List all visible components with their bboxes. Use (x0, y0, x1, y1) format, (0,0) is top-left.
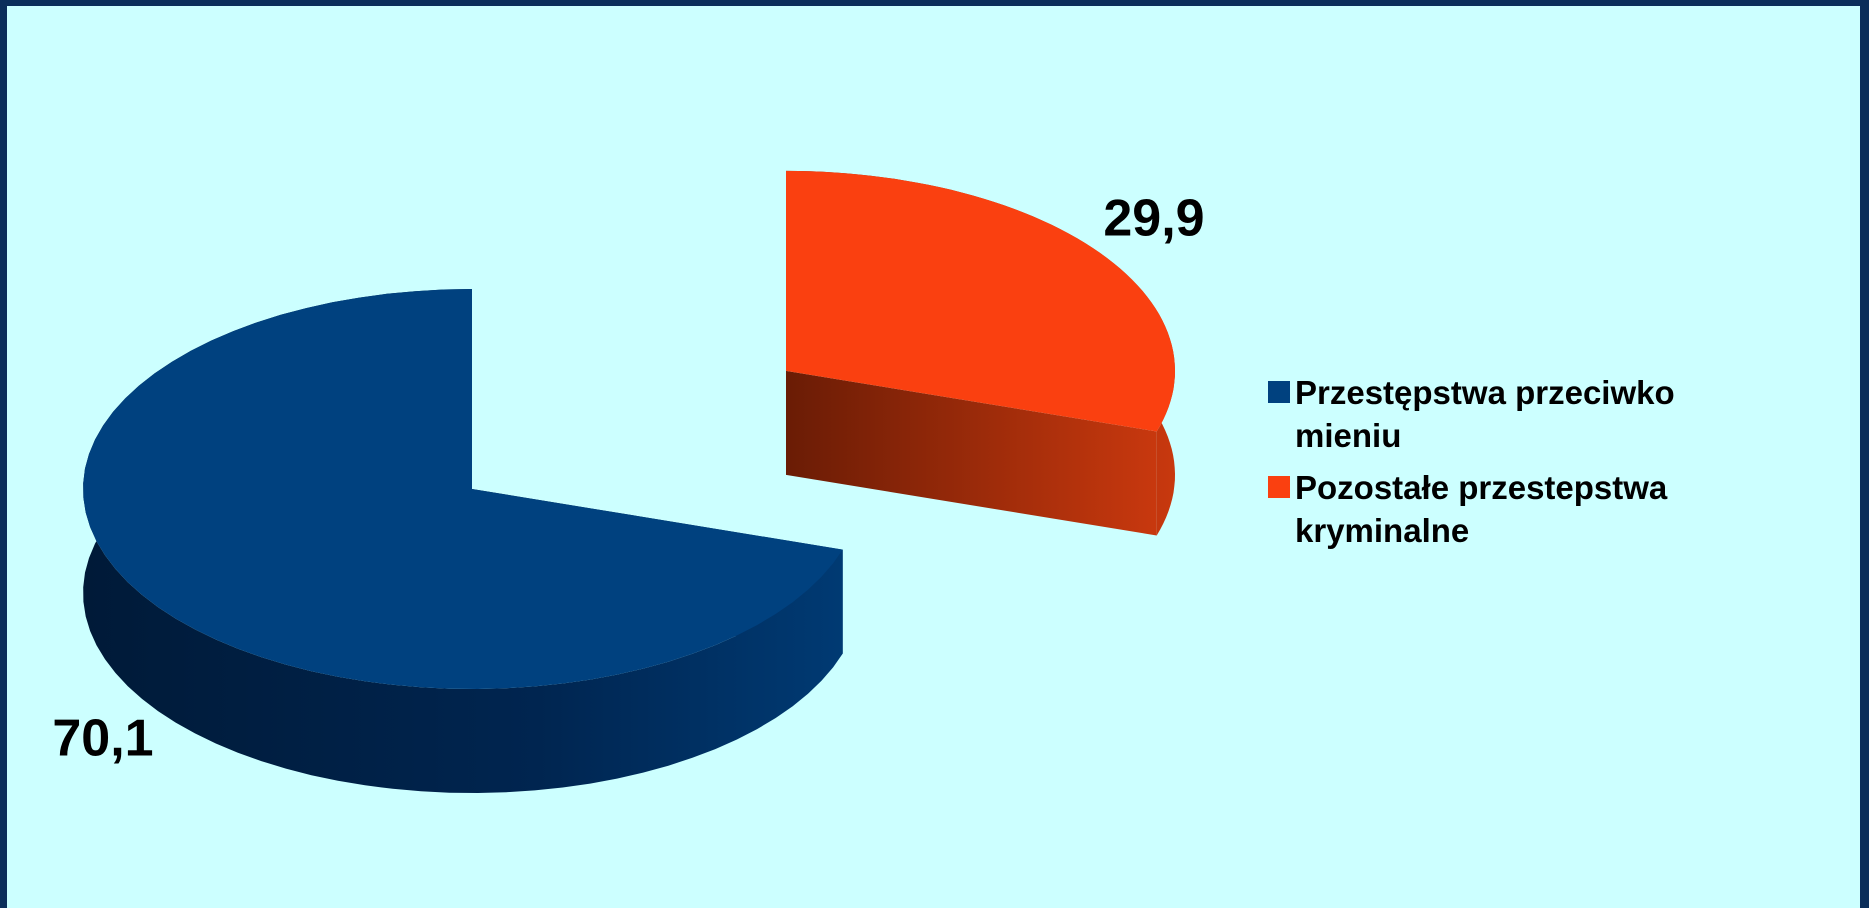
legend-label: Przestępstwa przeciwko mieniu (1295, 374, 1675, 454)
slice-top (786, 170, 1175, 432)
data-label: 70,1 (52, 710, 153, 768)
slice-wall (786, 370, 1157, 536)
legend-swatch (1268, 381, 1290, 403)
slice-top (83, 289, 843, 689)
data-label: 29,9 (1103, 190, 1204, 248)
pie-slice (83, 289, 843, 793)
legend-item: Przestępstwa przeciwko mieniu (1268, 371, 1714, 457)
legend-item: Pozostałe przestepstwa kryminalne (1268, 466, 1714, 552)
legend: Przestępstwa przeciwko mieniu Pozostałe p… (1268, 371, 1714, 561)
legend-swatch (1268, 476, 1290, 498)
pie-slice (786, 170, 1175, 536)
legend-label: Pozostałe przestepstwa kryminalne (1295, 469, 1668, 549)
